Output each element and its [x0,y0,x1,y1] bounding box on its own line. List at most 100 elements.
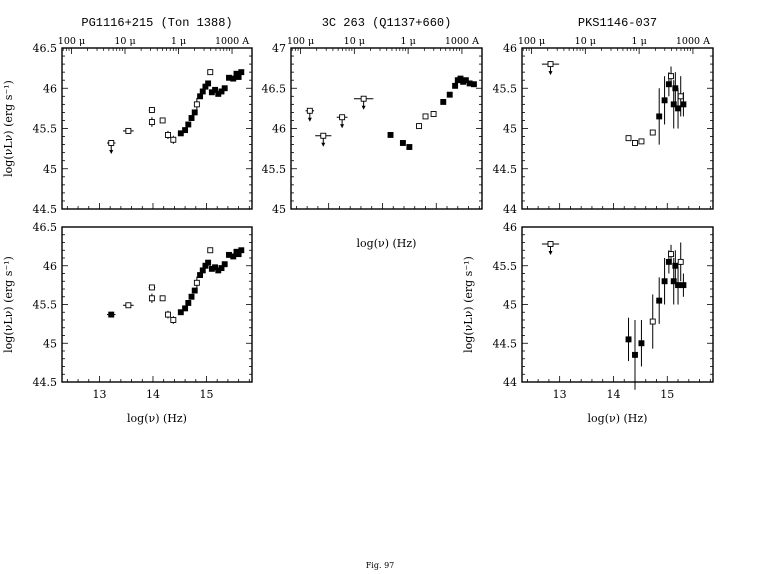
data-point-filled [470,81,477,88]
data-point-filled [661,97,668,104]
data-point-filled [188,293,195,300]
upper-limit-arrowhead [109,149,114,154]
data-point-open [193,279,200,286]
chart-title: PKS1146-037 [578,16,657,30]
data-point-filled [218,88,225,95]
y-tick-label: 46 [272,123,286,136]
wavelength-tick-label: 10 μ [575,36,596,47]
y-tick-label: 44.5 [493,163,518,176]
y-tick-label: 44.5 [493,337,518,350]
x-axis-label: log(ν) (Hz) [588,412,648,425]
data-point-open [148,295,155,302]
data-point-open [422,113,429,120]
data-point-open [159,295,166,302]
data-point-open [416,123,423,130]
data-point-filled [462,77,469,84]
data-point-filled [446,91,453,98]
wavelength-tick-label: 10 μ [114,36,135,47]
wavelength-tick-label: 1 μ [171,36,186,47]
data-point-open [649,318,656,325]
data-point-filled [238,247,245,254]
data-point-open [125,127,132,134]
upper-limit-arrowhead [548,251,553,256]
data-point-open [547,241,554,248]
data-point-filled [638,340,645,347]
y-tick-label: 46 [503,42,517,55]
chart-title: 3C 263 (Q1137+660) [322,16,452,30]
upper-limit-arrowhead [321,142,326,147]
data-point-filled [632,351,638,358]
x-tick-label: 13 [553,388,567,401]
data-point-open [547,61,554,68]
data-point-filled [182,127,189,134]
x-tick-label: 13 [92,388,106,401]
data-point-open [165,311,171,318]
data-point-filled [191,109,198,116]
x-tick-label: 14 [146,388,160,401]
data-point-filled [235,74,242,80]
x-tick-label: 15 [200,388,214,401]
y-axis-label: log(νLν) (erg s⁻¹) [462,256,475,353]
data-point-open [625,135,632,142]
data-point-filled [205,80,212,87]
x-axis-label: log(ν) (Hz) [127,412,187,425]
upper-limit-arrowhead [307,117,312,122]
data-point-open [159,117,166,124]
chart-panel-pg-top: PG1116+215 (Ton 1388)44.54545.54646.5100… [2,16,253,216]
x-axis-label: log(ν) (Hz) [357,237,417,250]
y-tick-label: 44 [503,376,517,389]
data-point-open [638,138,645,145]
y-tick-label: 45 [43,163,57,176]
chart-panel-pg-bottom: 44.5 45 45.5 46 46.5 13 14 15 log(ν) (Hz) log(νLν… [2,221,253,425]
chart-panel-pks-bottom: 44 44.5 45 45.5 46 13 14 15 log(ν) (Hz) log(νLν) … [462,221,714,425]
wavelength-tick-label: 100 μ [287,36,314,47]
upper-limit-arrowhead [340,124,345,129]
chart-title: PG1116+215 (Ton 1388) [81,16,232,30]
upper-limit-arrowhead [361,105,366,110]
data-point-filled [406,144,413,150]
y-tick-label: 45.5 [493,260,518,273]
data-point-filled [680,101,687,108]
data-point-open [108,140,115,146]
data-point-open [148,107,155,113]
data-point-filled [399,140,406,146]
data-point-filled [625,336,632,343]
data-point-open [668,251,674,258]
data-point-open [207,69,214,76]
y-tick-label: 44.5 [33,376,58,389]
y-tick-label: 45.5 [262,163,287,176]
plot-frame [61,226,253,383]
data-point-filled [221,261,228,268]
data-point-open [306,107,313,114]
y-tick-label: 45.5 [493,82,518,95]
data-point-filled [212,264,219,271]
data-point-filled [177,309,184,316]
data-point-filled [661,278,668,285]
data-point-open [360,95,367,102]
data-point-filled [672,85,679,92]
wavelength-tick-label: 1000 A [215,36,249,47]
data-point-open [339,114,346,121]
data-point-filled [218,265,225,272]
data-point-filled [440,98,447,105]
y-tick-label: 44.5 [33,203,58,216]
data-point-open [148,284,155,291]
data-point-filled [656,113,663,120]
data-point-filled [199,88,206,95]
wavelength-tick-label: 100 μ [518,36,545,47]
data-point-filled [177,130,184,137]
data-point-open [677,93,684,100]
data-point-filled [675,105,681,112]
wavelength-tick-label: 1000 A [445,36,479,47]
data-point-filled [230,75,237,82]
data-point-filled [185,300,192,306]
data-point-open [148,119,155,126]
y-tick-label: 45.5 [33,123,58,136]
data-point-filled [452,82,459,89]
data-point-filled [212,86,219,93]
y-tick-label: 46.5 [33,221,58,234]
y-tick-label: 46 [503,221,517,234]
y-tick-label: 45 [503,123,517,136]
